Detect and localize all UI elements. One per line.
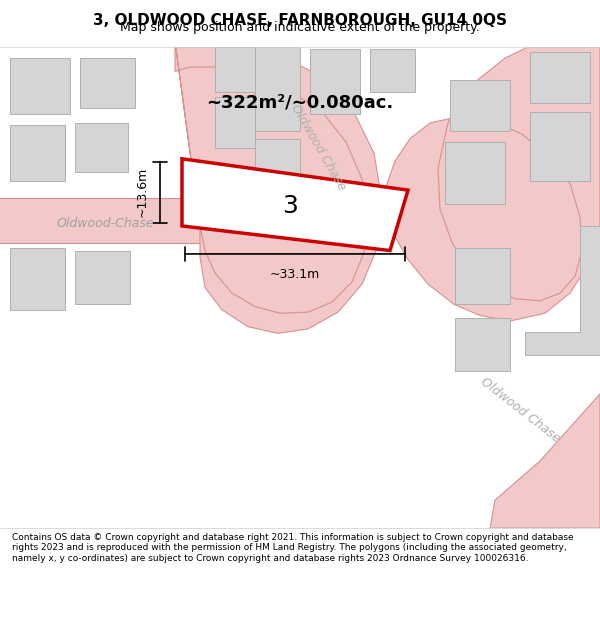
Text: Oldwood Chase: Oldwood Chase <box>288 102 348 193</box>
Text: ~13.6m: ~13.6m <box>136 168 149 217</box>
Polygon shape <box>490 394 600 528</box>
Text: Map shows position and indicative extent of the property.: Map shows position and indicative extent… <box>120 21 480 34</box>
Text: ~322m²/~0.080ac.: ~322m²/~0.080ac. <box>206 94 394 112</box>
Polygon shape <box>445 142 505 204</box>
Text: ~33.1m: ~33.1m <box>270 268 320 281</box>
Polygon shape <box>370 49 415 92</box>
Polygon shape <box>382 41 600 321</box>
Polygon shape <box>75 123 128 172</box>
Polygon shape <box>450 81 510 131</box>
Text: 3: 3 <box>283 194 298 218</box>
Polygon shape <box>310 49 360 114</box>
Polygon shape <box>10 248 65 310</box>
Polygon shape <box>255 41 300 131</box>
Polygon shape <box>455 318 510 371</box>
Polygon shape <box>530 112 590 181</box>
Text: 3, OLDWOOD CHASE, FARNBOROUGH, GU14 0QS: 3, OLDWOOD CHASE, FARNBOROUGH, GU14 0QS <box>93 13 507 28</box>
Polygon shape <box>525 226 600 354</box>
Polygon shape <box>455 248 510 304</box>
Polygon shape <box>75 251 130 304</box>
Polygon shape <box>182 159 408 251</box>
Polygon shape <box>80 58 135 108</box>
Polygon shape <box>0 198 295 242</box>
Text: Oldwood-Chase: Oldwood-Chase <box>56 217 154 230</box>
Polygon shape <box>530 52 590 103</box>
Polygon shape <box>175 41 382 333</box>
Text: Oldwood Chase: Oldwood Chase <box>478 376 562 446</box>
Polygon shape <box>10 125 65 181</box>
Text: Contains OS data © Crown copyright and database right 2021. This information is : Contains OS data © Crown copyright and d… <box>12 533 574 562</box>
Polygon shape <box>215 98 255 148</box>
Polygon shape <box>10 58 70 114</box>
Polygon shape <box>255 139 300 209</box>
Polygon shape <box>215 47 255 92</box>
